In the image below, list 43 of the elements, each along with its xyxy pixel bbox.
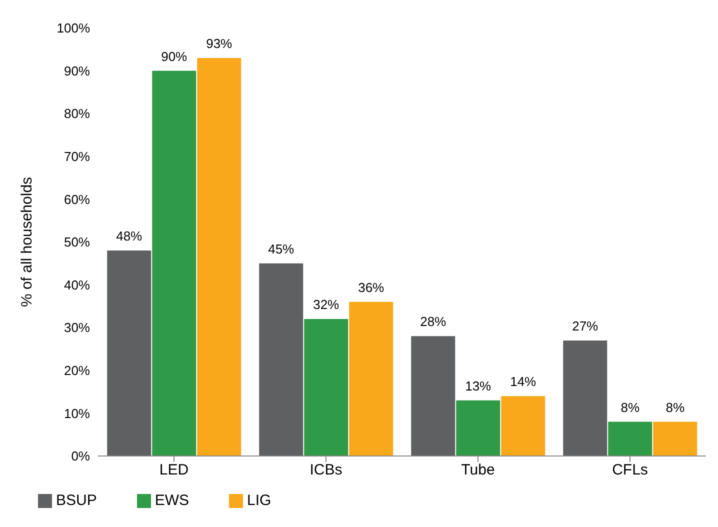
x-tick-label: Tube xyxy=(461,462,495,479)
bar xyxy=(456,400,500,456)
data-label: 93% xyxy=(206,36,233,51)
legend-label: EWS xyxy=(154,492,190,509)
data-label: 28% xyxy=(420,314,447,330)
data-label: 27% xyxy=(572,318,599,334)
bar xyxy=(608,422,652,456)
bar xyxy=(653,422,698,456)
x-tick-label: ICBs xyxy=(310,462,342,479)
y-tick-label: 80% xyxy=(64,106,90,122)
bar xyxy=(304,319,348,456)
bar xyxy=(197,58,242,456)
legend-label: BSUP xyxy=(56,492,97,509)
y-tick-label: 20% xyxy=(64,363,90,378)
data-label: 90% xyxy=(161,48,188,64)
bar xyxy=(501,396,546,456)
bar xyxy=(152,70,196,456)
data-label: 8% xyxy=(620,400,640,415)
y-tick-label: 90% xyxy=(64,63,90,78)
bar xyxy=(349,302,394,456)
data-label: 8% xyxy=(666,400,685,415)
y-tick-label: 100% xyxy=(56,20,90,36)
x-tick-label: LED xyxy=(159,462,189,479)
y-tick-label: 30% xyxy=(64,320,90,336)
bar xyxy=(411,336,456,456)
y-tick-label: 70% xyxy=(64,149,90,164)
bar xyxy=(259,263,304,456)
y-tick-label: 60% xyxy=(64,192,90,207)
data-label: 14% xyxy=(510,374,537,390)
y-tick-label: 0% xyxy=(71,448,90,464)
y-axis-title: % of all households xyxy=(18,176,36,308)
bar xyxy=(107,250,152,456)
data-label: 45% xyxy=(268,241,295,256)
y-tick-label: 10% xyxy=(64,406,90,421)
legend-label: LIG xyxy=(247,492,272,509)
x-tick-label: CFLs xyxy=(612,462,648,479)
y-tick-label: 50% xyxy=(64,234,90,250)
data-label: 32% xyxy=(313,297,340,312)
data-label: 48% xyxy=(116,228,143,244)
y-tick-label: 40% xyxy=(64,277,90,292)
data-label: 36% xyxy=(358,280,385,295)
data-label: 13% xyxy=(465,378,492,394)
bar xyxy=(563,340,608,456)
